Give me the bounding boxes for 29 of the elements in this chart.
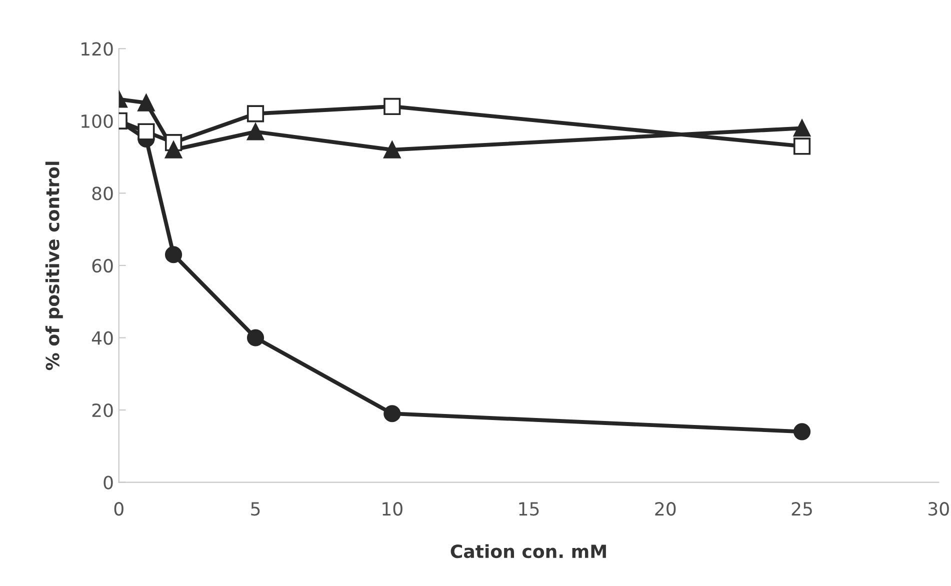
point	[793, 120, 811, 137]
point	[384, 141, 401, 158]
point	[164, 246, 182, 264]
point	[246, 329, 264, 346]
point	[793, 423, 811, 440]
x-tick-label: 20	[655, 502, 676, 516]
point	[246, 123, 264, 140]
y-tick-label: 120	[82, 42, 113, 56]
x-tick-label: 15	[519, 502, 539, 516]
x-tick-label: 25	[792, 502, 812, 516]
y-tick-label: 100	[82, 114, 113, 128]
x-axis-title: Cation con. mM	[450, 544, 606, 558]
point	[384, 405, 401, 422]
point	[138, 94, 155, 112]
y-tick-label: 40	[92, 331, 113, 345]
y-tick-label: 60	[92, 258, 113, 273]
x-tick-label: 10	[382, 502, 402, 516]
x-tick-label: 30	[928, 502, 949, 516]
point	[384, 98, 401, 115]
y-tick-label: 0	[104, 476, 113, 490]
y-tick-label: 80	[92, 186, 113, 200]
point	[164, 141, 182, 158]
y-tick-label: 20	[92, 403, 113, 418]
point	[138, 123, 155, 140]
x-tick-label: 0	[114, 502, 124, 516]
point	[793, 138, 811, 155]
y-axis-title: % of positive control	[45, 162, 63, 370]
x-tick-label: 5	[251, 502, 260, 516]
point	[246, 105, 264, 122]
